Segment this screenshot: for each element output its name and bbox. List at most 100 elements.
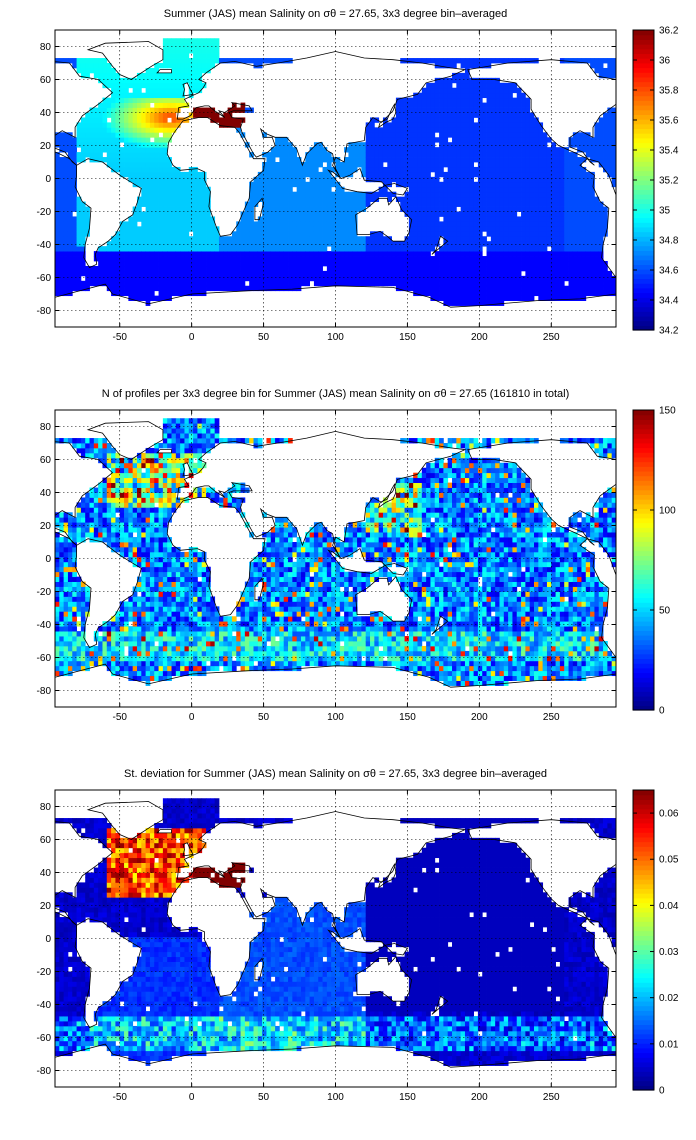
heatmap-cell bbox=[516, 92, 522, 99]
heatmap-cell bbox=[473, 211, 479, 217]
heatmap-cell bbox=[93, 517, 99, 523]
heatmap-cell bbox=[63, 650, 69, 657]
heatmap-cell bbox=[495, 241, 500, 247]
heatmap-cell bbox=[119, 606, 125, 612]
heatmap-cell bbox=[551, 226, 556, 232]
heatmap-cell bbox=[542, 270, 548, 277]
heatmap-cell bbox=[55, 201, 60, 207]
heatmap-cell bbox=[214, 236, 220, 242]
heatmap-cell bbox=[477, 142, 483, 148]
heatmap-cell bbox=[404, 157, 410, 163]
heatmap-cell bbox=[452, 72, 457, 79]
heatmap-cell bbox=[357, 157, 362, 163]
heatmap-cell bbox=[76, 601, 82, 607]
heatmap-cell bbox=[322, 206, 328, 212]
heatmap-cell bbox=[154, 251, 159, 257]
heatmap-cell bbox=[162, 157, 168, 163]
heatmap-cell bbox=[447, 236, 453, 242]
heatmap-cell bbox=[482, 206, 487, 212]
heatmap-cell bbox=[611, 127, 616, 133]
heatmap-cell bbox=[296, 246, 302, 252]
heatmap-cell bbox=[288, 147, 293, 153]
heatmap-cell bbox=[452, 166, 457, 173]
heatmap-cell bbox=[503, 191, 509, 198]
heatmap-cell bbox=[128, 97, 134, 103]
heatmap-cell bbox=[521, 191, 526, 198]
heatmap-cell bbox=[456, 147, 462, 153]
heatmap-cell bbox=[443, 58, 449, 64]
heatmap-cell bbox=[594, 127, 600, 133]
heatmap-cell bbox=[214, 231, 220, 237]
heatmap-cell bbox=[102, 256, 108, 262]
heatmap-cell bbox=[305, 246, 311, 252]
heatmap-cell bbox=[443, 241, 449, 247]
heatmap-cell bbox=[495, 280, 500, 287]
heatmap-cell bbox=[490, 241, 496, 247]
heatmap-cell bbox=[214, 58, 220, 64]
heatmap-cell bbox=[128, 112, 134, 118]
heatmap-cell bbox=[106, 102, 112, 108]
heatmap-cell bbox=[464, 221, 470, 227]
heatmap-cell bbox=[193, 38, 198, 44]
heatmap-cell bbox=[572, 265, 578, 272]
heatmap-cell bbox=[326, 251, 332, 257]
heatmap-cell bbox=[512, 58, 518, 64]
heatmap-cell bbox=[283, 226, 289, 232]
heatmap-cell bbox=[102, 532, 108, 538]
heatmap-cell bbox=[111, 132, 116, 138]
heatmap-cell bbox=[577, 166, 582, 173]
heatmap-cell bbox=[525, 221, 531, 227]
heatmap-cell bbox=[357, 236, 362, 242]
heatmap-cell bbox=[98, 157, 103, 163]
heatmap-cell bbox=[426, 117, 431, 123]
heatmap-cell bbox=[111, 616, 116, 622]
heatmap-cell bbox=[167, 226, 172, 232]
heatmap-cell bbox=[115, 467, 121, 474]
heatmap-cell bbox=[486, 191, 492, 198]
heatmap-cell bbox=[305, 206, 311, 212]
heatmap-cell bbox=[266, 265, 272, 272]
heatmap-cell bbox=[572, 157, 578, 163]
heatmap-cell bbox=[115, 477, 121, 483]
heatmap-cell bbox=[188, 265, 194, 272]
heatmap-cell bbox=[551, 186, 556, 193]
heatmap-cell bbox=[521, 261, 526, 267]
heatmap-cell bbox=[611, 67, 616, 74]
heatmap-cell bbox=[607, 285, 613, 292]
heatmap-cell bbox=[253, 256, 259, 262]
heatmap-cell bbox=[568, 270, 574, 277]
heatmap-cell bbox=[296, 191, 302, 198]
heatmap-cell bbox=[348, 256, 354, 262]
heatmap-cell bbox=[270, 216, 276, 222]
heatmap-cell bbox=[417, 117, 423, 123]
heatmap-cell bbox=[443, 82, 449, 89]
heatmap-cell bbox=[167, 176, 172, 183]
heatmap-cell bbox=[115, 665, 121, 672]
heatmap-cell bbox=[439, 231, 444, 237]
heatmap-cell bbox=[452, 162, 457, 168]
heatmap-cell bbox=[253, 191, 259, 198]
heatmap-cell bbox=[331, 236, 336, 242]
heatmap-cell bbox=[85, 117, 90, 123]
heatmap-cell bbox=[180, 97, 185, 103]
heatmap-cell bbox=[279, 280, 285, 287]
heatmap-cell bbox=[136, 246, 142, 252]
heatmap-cell bbox=[408, 236, 414, 242]
heatmap-cell bbox=[572, 285, 578, 292]
heatmap-cell bbox=[434, 270, 440, 277]
heatmap-cell bbox=[171, 206, 177, 212]
heatmap-cell bbox=[171, 285, 177, 292]
heatmap-cell bbox=[275, 206, 280, 212]
heatmap-cell bbox=[577, 142, 582, 148]
heatmap-cell bbox=[106, 152, 112, 158]
heatmap-cell bbox=[257, 186, 263, 193]
heatmap-cell bbox=[59, 616, 65, 622]
heatmap-cell bbox=[382, 181, 388, 188]
heatmap-cell bbox=[521, 127, 526, 133]
heatmap-cell bbox=[417, 58, 423, 64]
heatmap-cell bbox=[184, 196, 190, 202]
heatmap-cell bbox=[404, 127, 410, 133]
heatmap-cell bbox=[443, 221, 449, 227]
heatmap-cell bbox=[490, 77, 496, 84]
heatmap-cell bbox=[119, 221, 125, 227]
